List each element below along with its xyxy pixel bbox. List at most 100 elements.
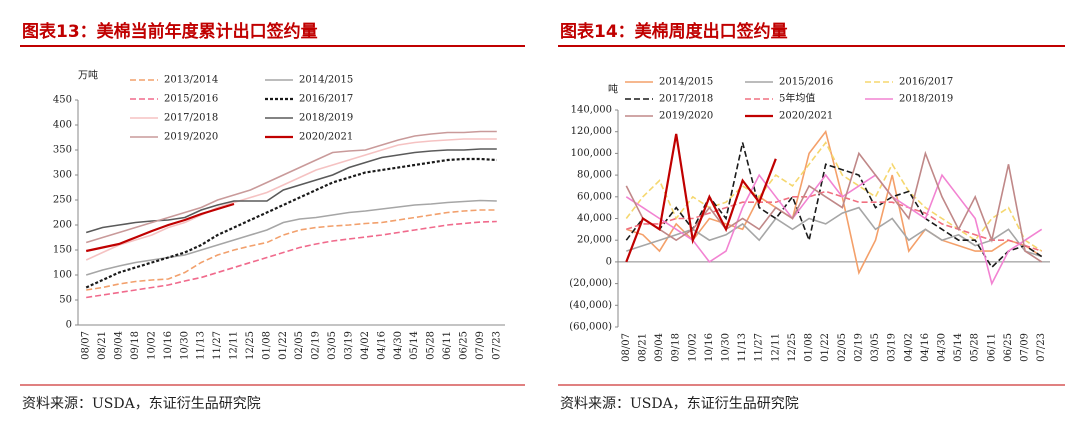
x-tick-label: 07/09 [475,331,486,360]
x-tick-label: 04/30 [937,333,948,362]
y-tick-label: 150 [53,245,72,256]
x-tick-label: 02/19 [311,331,322,360]
x-tick-label: 04/16 [920,333,931,362]
x-tick-label: 03/05 [327,331,338,360]
legend-label: 2017/2018 [659,94,713,105]
x-tick-label: 06/25 [458,331,469,360]
legend-label: 2015/2016 [779,77,833,88]
y-tick-label: 300 [53,170,72,181]
y-tick-label: 20,000 [577,235,612,246]
y-tick-label: 80,000 [577,170,612,181]
x-tick-label: 06/11 [442,331,453,360]
x-tick-label: 05/14 [953,333,964,362]
series-line [86,220,497,299]
x-tick-label: 04/02 [360,331,371,360]
y-tick-label: 120,000 [571,126,612,137]
legend-label: 2015/2016 [164,94,218,105]
legend-label: 2018/2019 [299,113,353,124]
y-tick-label: 50 [59,295,72,306]
x-tick-label: 08/07 [621,333,632,362]
legend-label: 2020/2021 [779,111,833,122]
y-tick-label: 140,000 [571,105,612,116]
series-line [625,142,1043,269]
x-tick-label: 07/23 [1036,333,1047,362]
series-line [85,157,497,289]
source: 资料来源：USDA，东证衍生品研究院 [22,396,261,412]
x-tick-label: 06/11 [986,333,997,362]
x-tick-label: 02/05 [294,331,305,360]
x-tick-label: 03/05 [870,333,881,362]
x-tick-label: 09/18 [671,333,682,362]
x-tick-label: 11/27 [212,331,223,360]
legend-label: 2020/2021 [299,132,353,143]
unit-label: 吨 [608,83,618,96]
y-tick-label: (60,000) [569,322,612,333]
y-tick-label: 100,000 [571,148,612,159]
x-tick-label: 12/25 [245,331,256,360]
x-tick-label: 10/16 [163,331,174,360]
legend-label: 2014/2015 [299,75,353,86]
legend-label: 2014/2015 [659,77,713,88]
series-line [625,141,1043,252]
x-tick-label: 02/05 [837,333,848,362]
y-tick-label: 250 [53,195,72,206]
y-tick-label: 0 [606,256,612,267]
y-tick-label: 400 [53,120,72,131]
x-tick-label: 07/23 [491,331,502,360]
legend-label: 2016/2017 [899,77,953,88]
legend-label: 2017/2018 [164,113,218,124]
y-tick-label: 200 [53,220,72,231]
x-tick-label: 08/21 [97,331,108,360]
x-tick-label: 05/28 [970,333,981,362]
series-line [625,150,1043,263]
x-tick-label: 04/02 [903,333,914,362]
x-tick-label: 09/04 [654,333,665,362]
x-tick-label: 08/21 [637,333,648,362]
x-tick-label: 10/16 [704,333,715,362]
x-tick-label: 05/28 [426,331,437,360]
y-tick-label: (40,000) [569,300,612,311]
y-tick-label: 0 [66,320,72,331]
series-line [625,133,777,263]
legend-label: 5年均值 [779,92,815,105]
x-tick-label: 11/27 [754,333,765,362]
x-tick-label: 03/19 [887,333,898,362]
x-tick-label: 12/11 [770,333,781,362]
series-line [85,199,497,276]
x-tick-label: 01/08 [804,333,815,362]
x-tick-label: 06/25 [1003,333,1014,362]
legend-label: 2013/2014 [164,75,218,86]
x-tick-label: 12/25 [787,333,798,362]
legend-label: 2019/2020 [164,132,218,143]
unit-label: 万吨 [78,69,98,82]
x-tick-label: 12/11 [229,331,240,360]
x-tick-label: 01/22 [820,333,831,362]
x-tick-label: 02/19 [853,333,864,362]
chart-title: 图表14：美棉周度出口签约量 [560,21,788,42]
x-tick-label: 11/13 [737,333,748,362]
x-tick-label: 09/04 [114,331,125,360]
x-tick-label: 11/13 [196,331,207,360]
y-tick-label: 350 [53,145,72,156]
x-tick-label: 04/16 [376,331,387,360]
x-tick-label: 10/02 [687,333,698,362]
x-tick-label: 10/30 [179,331,190,360]
source: 资料来源：USDA，东证衍生品研究院 [560,396,799,412]
x-tick-label: 10/30 [721,333,732,362]
x-tick-label: 09/18 [130,331,141,360]
x-tick-label: 07/09 [1020,333,1031,362]
legend-label: 2019/2020 [659,111,713,122]
x-tick-label: 08/07 [81,331,92,360]
x-tick-label: 05/14 [409,331,420,360]
series-line [85,202,235,253]
legend-label: 2016/2017 [299,94,353,105]
x-tick-label: 01/08 [261,331,272,360]
legend-label: 2018/2019 [899,94,953,105]
x-tick-label: 04/30 [393,331,404,360]
series-line [626,129,1043,276]
x-tick-label: 10/02 [146,331,157,360]
chart-title: 图表13：美棉当前年度累计出口签约量 [22,21,318,42]
y-tick-label: 450 [53,95,72,106]
y-tick-label: 100 [53,270,72,281]
series-line [85,138,497,261]
